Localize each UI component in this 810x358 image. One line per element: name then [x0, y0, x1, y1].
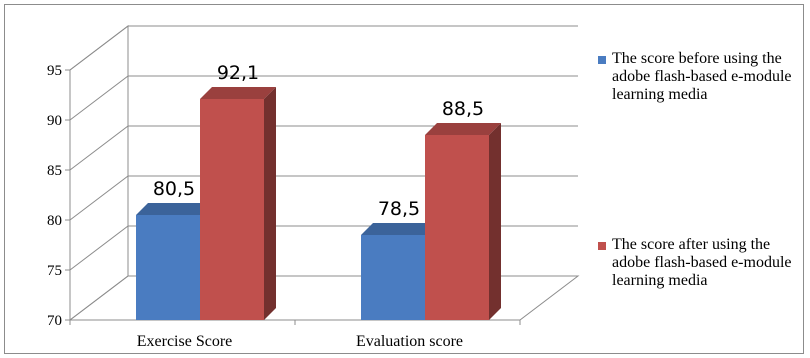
data-labels: 80,5 92,1 78,5 88,5 [153, 62, 484, 220]
legend-label-before: The score before using the adobe flash-b… [612, 50, 792, 103]
y-tick-label: 70 [47, 313, 62, 329]
x-category-label: Evaluation score [356, 333, 463, 350]
bar-top [361, 223, 437, 235]
data-label: 78,5 [378, 198, 420, 220]
y-tick-label: 80 [47, 213, 62, 229]
y-tick-label: 90 [47, 113, 62, 129]
bars [136, 87, 501, 320]
bar-front [200, 99, 264, 320]
x-axis-categories: Exercise Score Evaluation score [69, 319, 521, 350]
gridline [69, 25, 578, 71]
y-axis-ticks: 70 75 80 85 90 95 [47, 63, 71, 329]
data-label: 80,5 [153, 178, 195, 200]
bar-front [136, 215, 200, 320]
bar-side [264, 87, 276, 320]
data-label: 92,1 [217, 62, 259, 84]
legend-label-after: The score after using the adobe flash-ba… [612, 236, 792, 289]
gridline [69, 125, 578, 171]
left-wall [69, 24, 129, 322]
gridlines [69, 25, 578, 271]
x-category-label: Exercise Score [137, 333, 233, 350]
gridline [69, 75, 578, 121]
y-tick-label: 75 [47, 263, 62, 279]
y-tick-label: 95 [47, 63, 62, 79]
legend-swatch-before [598, 56, 606, 64]
bar-front [361, 235, 425, 320]
legend-swatch-after [598, 242, 606, 250]
bar-top [425, 123, 501, 135]
bar-front [425, 135, 489, 320]
bar-side [489, 123, 501, 320]
bar-top [136, 203, 212, 215]
bar-after [200, 87, 276, 320]
y-tick-label: 85 [47, 163, 62, 179]
data-label: 88,5 [442, 98, 484, 120]
bar-top [200, 87, 276, 99]
bar-after [425, 123, 501, 320]
